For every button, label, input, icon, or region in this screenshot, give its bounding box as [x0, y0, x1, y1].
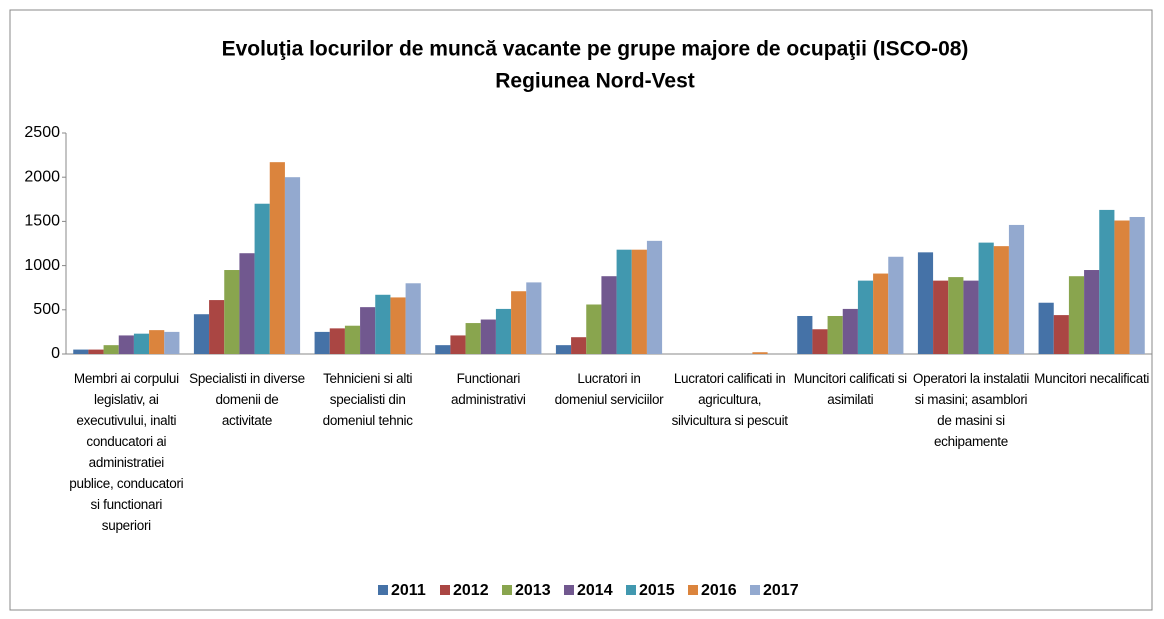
x-tick-label: Tehnicieni si alti specialisti din domen… [322, 371, 413, 428]
bar [164, 331, 180, 354]
bar [284, 177, 301, 354]
legend-swatch [440, 585, 450, 595]
chart-subtitle: Regiunea Nord-Vest [495, 70, 695, 93]
bar [329, 328, 345, 354]
bar [993, 246, 1009, 354]
bar [224, 270, 240, 354]
bar [797, 315, 813, 354]
chart-frame [9, 9, 1153, 611]
legend-swatch [750, 585, 760, 595]
bar [1084, 270, 1100, 354]
legend-label: 2017 [763, 582, 799, 599]
bar [526, 282, 542, 354]
bar [103, 345, 119, 354]
bar [646, 240, 663, 354]
bar [209, 300, 225, 354]
bar [133, 333, 150, 354]
bar [631, 249, 647, 354]
x-tick-label: Functionari administrativi [451, 371, 526, 407]
y-tick-label: 0 [51, 345, 60, 362]
bar [616, 249, 632, 354]
bar [269, 162, 285, 354]
bar [842, 308, 858, 354]
bar [555, 345, 572, 354]
bar [857, 280, 874, 354]
bar [1068, 276, 1085, 354]
bar [1129, 216, 1145, 354]
bar [314, 331, 330, 354]
bar [1114, 220, 1130, 354]
bar [360, 307, 376, 354]
bar [450, 335, 466, 354]
bar [948, 277, 964, 354]
chart-title: Evoluţia locurilor de muncă vacante pe g… [222, 38, 969, 61]
bar [933, 280, 949, 354]
bar [827, 315, 843, 354]
bar [149, 330, 165, 354]
bar [888, 256, 904, 354]
bar [118, 335, 134, 354]
bar [917, 252, 934, 354]
y-tick-label: 2000 [24, 168, 60, 185]
bar [1099, 209, 1115, 354]
legend-swatch [626, 585, 636, 595]
bar [511, 291, 527, 354]
bar [601, 276, 617, 354]
legend-swatch [502, 585, 512, 595]
x-tick-label: Membri ai corpului legislativ, ai execut… [69, 371, 184, 533]
bar [465, 323, 481, 354]
bar [435, 345, 451, 354]
bar [73, 349, 89, 354]
legend-label: 2015 [639, 582, 675, 599]
bar [495, 308, 512, 354]
x-tick-label: Lucratori in domeniul serviciilor [554, 371, 664, 407]
x-tick-label: Muncitori necalificati [1034, 371, 1150, 386]
legend-label: 2012 [453, 582, 489, 599]
legend-label: 2013 [515, 582, 551, 599]
legend-label: 2016 [701, 582, 737, 599]
x-tick-label: Operatori la instalatii si masini; asamb… [912, 371, 1030, 449]
bar [1038, 302, 1054, 354]
legend-swatch [564, 585, 574, 595]
bar [963, 280, 979, 354]
x-tick-label: Lucratori calificati in agricultura, sil… [671, 371, 788, 428]
bar [390, 297, 406, 354]
legend-label: 2011 [391, 582, 426, 599]
bar [571, 337, 587, 354]
legend-label: 2014 [577, 582, 613, 599]
bar [812, 329, 828, 354]
x-tick-label: Muncitori calificati si asimilati [793, 371, 907, 407]
legend-swatch [688, 585, 698, 595]
bar [873, 273, 889, 354]
bar [586, 304, 602, 354]
bar [480, 319, 496, 354]
y-tick-label: 1000 [24, 257, 60, 274]
bar [1053, 315, 1069, 354]
legend-swatch [378, 585, 388, 595]
bar [239, 253, 255, 354]
bar [254, 203, 270, 354]
bar [88, 349, 104, 354]
x-tick-label: Specialisti in diverse domenii de activi… [189, 371, 305, 428]
bar [344, 325, 361, 354]
y-tick-label: 500 [33, 301, 60, 318]
bar [752, 352, 768, 354]
y-tick-label: 2500 [24, 124, 60, 141]
bar [405, 283, 421, 354]
bar [375, 294, 391, 354]
bar [978, 242, 994, 354]
y-tick-label: 1500 [24, 213, 60, 230]
bar [1008, 224, 1025, 354]
bar [193, 314, 210, 354]
